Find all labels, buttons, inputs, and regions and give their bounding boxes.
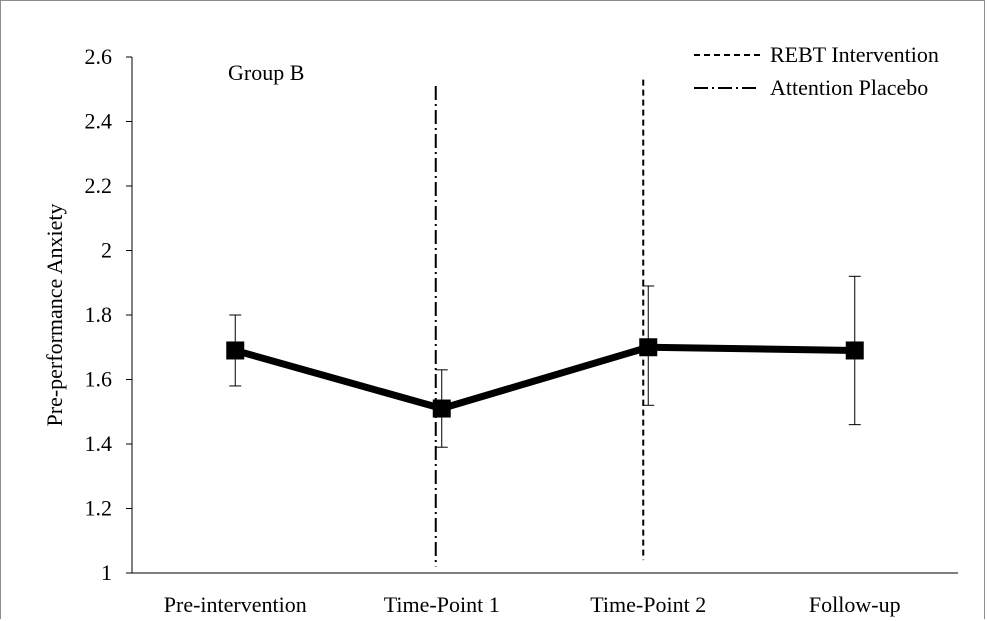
series-line <box>234 343 855 413</box>
data-point <box>639 338 658 357</box>
panel-label: Group B <box>228 60 304 85</box>
y-axis-label: Pre-performance Anxiety <box>42 204 67 427</box>
y-tick-label: 1.6 <box>85 367 113 392</box>
legend: REBT Intervention Attention Placebo <box>694 42 939 100</box>
y-tick-label: 2 <box>101 238 112 263</box>
y-tick-label: 1.4 <box>85 431 113 456</box>
legend-label: REBT Intervention <box>770 42 939 67</box>
data-point <box>845 341 864 360</box>
y-tick-label: 1.8 <box>85 302 113 327</box>
y-tick-label: 2.6 <box>85 44 113 69</box>
intervention-lines <box>434 79 645 567</box>
x-tick-label: Time-Point 1 <box>384 592 500 617</box>
x-ticks: Pre-intervention Time-Point 1 Time-Point 2… <box>164 592 901 617</box>
data-point <box>432 399 451 418</box>
y-tick-label: 1 <box>101 560 112 585</box>
series-group <box>226 275 864 448</box>
x-tick-label: Follow-up <box>809 592 901 617</box>
y-tick-label: 2.4 <box>85 109 113 134</box>
y-tick-label: 2.2 <box>85 173 113 198</box>
data-point <box>226 341 245 360</box>
y-tick-label: 1.2 <box>85 496 113 521</box>
x-tick-label: Time-Point 2 <box>590 592 706 617</box>
axes <box>131 57 958 574</box>
x-tick-label: Pre-intervention <box>164 592 307 617</box>
legend-label: Attention Placebo <box>770 75 928 100</box>
y-ticks: 1 1.2 1.4 1.6 1.8 2 2.2 2.4 2.6 <box>85 44 132 585</box>
